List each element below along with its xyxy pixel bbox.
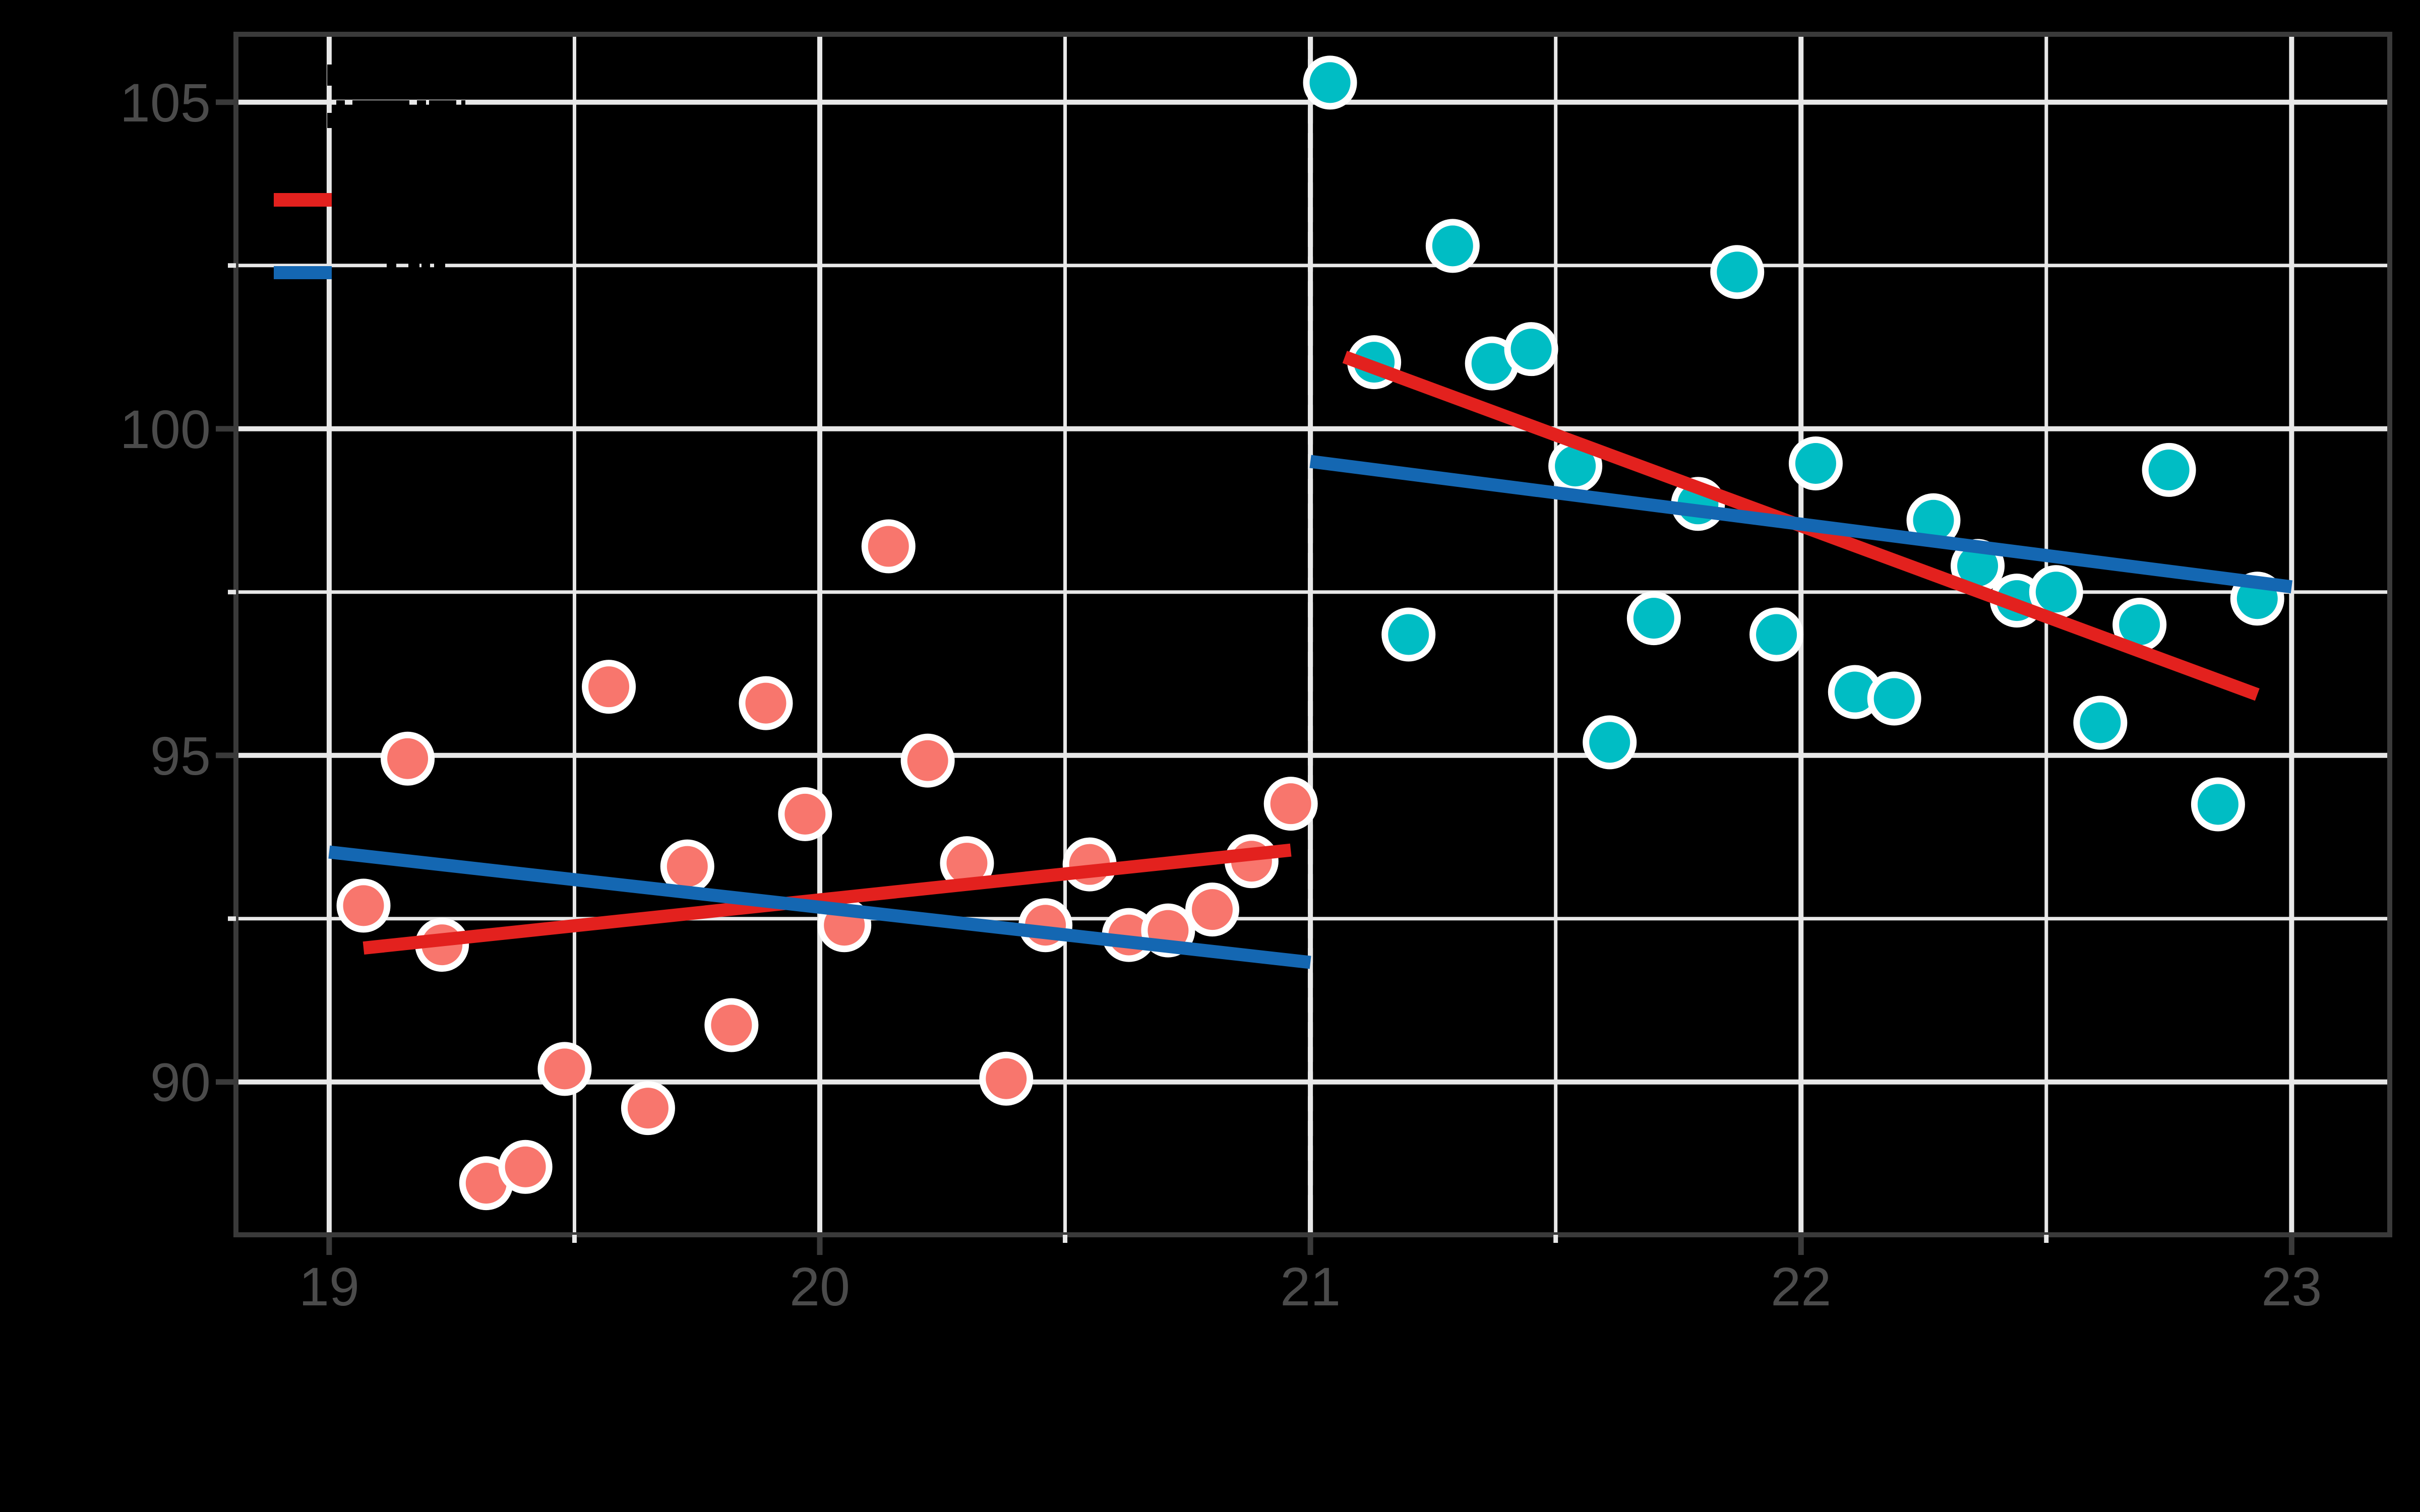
data-point-left-of-cutoff [582,660,636,714]
legend-text-fragment [327,113,335,128]
data-point-left-of-cutoff [778,787,832,841]
data-point-right-of-cutoff [1504,322,1558,376]
y-tick-label: 90 [150,1052,211,1113]
data-point-right-of-cutoff [1867,671,1921,726]
data-point-left-of-cutoff [660,839,714,894]
legend-text-fragment [336,100,345,112]
legend-text-fragment [417,100,426,112]
data-point-right-of-cutoff [1303,55,1357,110]
data-point-right-of-cutoff [1381,607,1436,662]
x-tick-label: 22 [1771,1256,1831,1317]
legend-text-fragment [327,65,335,86]
x-tick-label: 20 [790,1256,850,1317]
legend-text-fragment [352,100,409,112]
data-point-left-of-cutoff [1185,883,1240,937]
data-point-right-of-cutoff [1710,245,1765,299]
data-point-left-of-cutoff [979,1051,1034,1106]
fit-left-blue [328,845,1311,969]
x-tick-label: 23 [2261,1256,2322,1317]
data-point-left-of-cutoff [498,1140,553,1194]
data-point-left-of-cutoff [621,1081,675,1136]
legend-text-fragment [408,263,419,276]
data-point-left-of-cutoff [861,519,916,574]
x-tick-label: 19 [299,1256,359,1317]
data-point-right-of-cutoff [1626,591,1681,646]
y-tick-label: 100 [120,399,211,460]
legend-text-fragment [421,263,430,276]
data-point-right-of-cutoff [2191,777,2245,832]
y-tick-label: 105 [120,72,211,133]
x-tick-label: 21 [1280,1256,1341,1317]
data-point-left-of-cutoff [537,1042,592,1096]
legend-text-fragment [429,100,456,112]
data-point-right-of-cutoff [1425,219,1480,273]
data-point-right-of-cutoff [1749,607,1804,662]
data-point-right-of-cutoff [1788,436,1843,490]
legend-text-fragment [434,263,445,276]
legend-text-fragment [387,263,396,276]
legend-key-1 [274,266,332,279]
data-point-left-of-cutoff [704,998,759,1052]
legend-text-fragment [461,100,465,112]
data-point-right-of-cutoff [2142,443,2196,497]
fit-left-red [362,843,1292,955]
data-point-left-of-cutoff [739,676,793,730]
y-tick-label: 95 [150,725,211,786]
data-point-left-of-cutoff [900,733,955,788]
data-point-right-of-cutoff [2073,696,2128,750]
data-point-right-of-cutoff [1583,715,1637,770]
data-point-left-of-cutoff [1263,777,1318,831]
fit-right-blue [1309,455,2293,594]
legend-key-0 [274,193,332,207]
data-point-left-of-cutoff [381,731,435,786]
data-point-left-of-cutoff [336,878,391,933]
